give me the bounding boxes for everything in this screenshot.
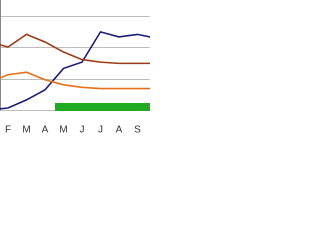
x-tick-label: M	[22, 125, 30, 136]
x-tick-label: F	[5, 125, 11, 136]
series-line	[0, 33, 150, 65]
x-tick-label: J	[80, 125, 85, 136]
series-line	[0, 30, 150, 110]
highlight-bar	[55, 103, 150, 111]
x-tick-label: A	[42, 125, 49, 136]
x-tick-label: M	[59, 125, 67, 136]
x-tick-label: S	[134, 125, 141, 136]
x-tick-label: J	[98, 125, 103, 136]
series-line	[0, 71, 150, 90]
x-tick-label: A	[116, 125, 123, 136]
